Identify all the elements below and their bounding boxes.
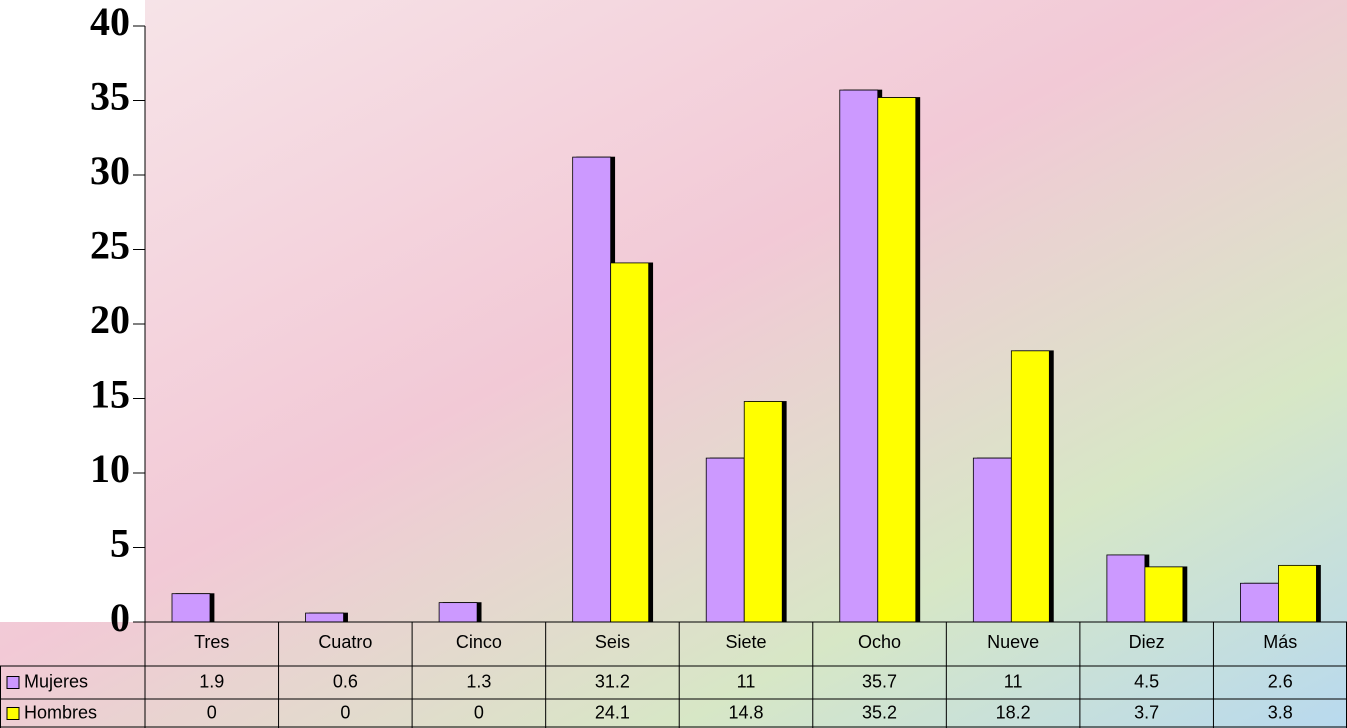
x-tick-label: Nueve [987, 632, 1039, 652]
y-tick-label: 10 [90, 446, 130, 491]
x-tick-label: Tres [194, 632, 229, 652]
bar [878, 98, 916, 622]
x-tick-label: Más [1263, 632, 1297, 652]
table-value: 2.6 [1268, 671, 1293, 691]
bar [973, 458, 1011, 622]
y-tick-label: 30 [90, 148, 130, 193]
table-value: 35.2 [862, 702, 897, 722]
y-tick-label: 25 [90, 223, 130, 268]
bar [611, 263, 649, 622]
table-value: 1.9 [199, 671, 224, 691]
table-value: 11 [1004, 671, 1023, 691]
table-value: 1.3 [466, 671, 491, 691]
legend-label: Mujeres [24, 671, 88, 691]
table-value: 0 [474, 702, 484, 722]
table-value: 0 [207, 702, 217, 722]
bar [172, 594, 210, 622]
legend-label: Hombres [24, 702, 97, 722]
x-tick-label: Siete [725, 632, 766, 652]
table-value: 4.5 [1134, 671, 1159, 691]
x-tick-label: Cuatro [318, 632, 372, 652]
y-tick-label: 15 [90, 372, 130, 417]
x-tick-label: Diez [1129, 632, 1165, 652]
bar [1278, 565, 1316, 622]
y-tick-label: 40 [90, 0, 130, 44]
y-tick-label: 35 [90, 74, 130, 119]
legend-swatch [7, 677, 19, 689]
y-tick-label: 20 [90, 297, 130, 342]
y-tick-label: 0 [110, 595, 130, 640]
x-tick-label: Cinco [456, 632, 502, 652]
table-value: 35.7 [862, 671, 897, 691]
legend-swatch [7, 708, 19, 720]
bar [744, 401, 782, 622]
bar [706, 458, 744, 622]
table-value: 0 [340, 702, 350, 722]
x-tick-label: Ocho [858, 632, 901, 652]
table-value: 18.2 [996, 702, 1031, 722]
table-value: 0.6 [333, 671, 358, 691]
bar [573, 157, 611, 622]
bar [1107, 555, 1145, 622]
bar [1011, 351, 1049, 622]
table-value: 3.8 [1268, 702, 1293, 722]
table-value: 31.2 [595, 671, 630, 691]
y-tick-label: 5 [110, 521, 130, 566]
table-value: 3.7 [1134, 702, 1159, 722]
bar [439, 603, 477, 622]
bar [1240, 583, 1278, 622]
bar [1145, 567, 1183, 622]
bar [840, 90, 878, 622]
chart: 0 5 10 15 20 25 30 35 40 Tres 1.9 0 Cuatro 0.6 0 Cinco 1… [0, 0, 1347, 728]
table-value: 14.8 [728, 702, 763, 722]
x-tick-label: Seis [595, 632, 630, 652]
table-value: 11 [737, 671, 756, 691]
table-value: 24.1 [595, 702, 630, 722]
bar [306, 613, 344, 622]
